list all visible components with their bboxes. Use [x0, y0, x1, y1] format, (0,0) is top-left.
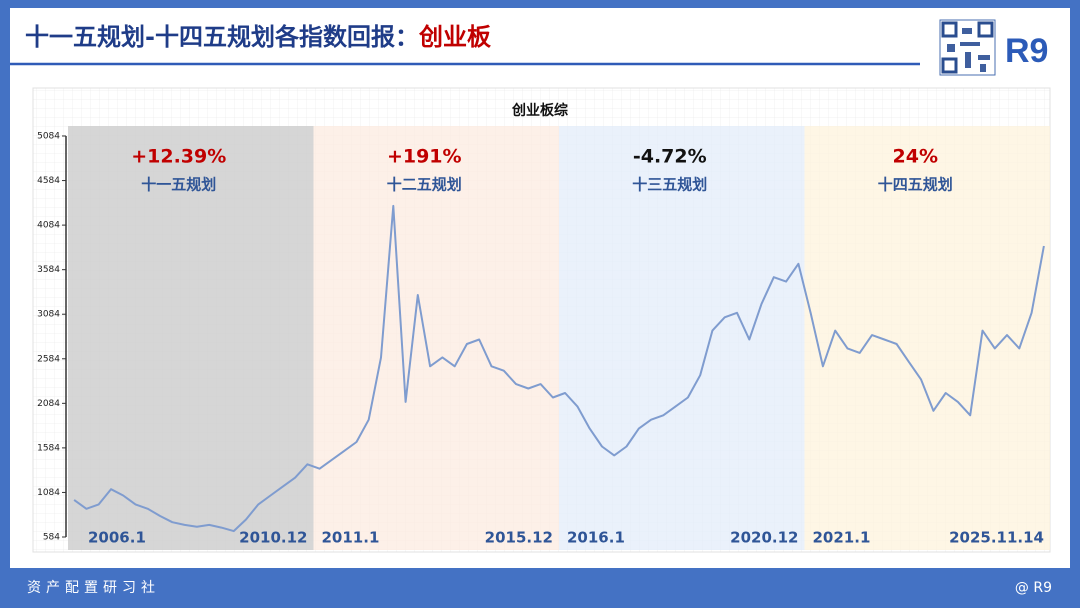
y-tick-label: 2084 [37, 399, 60, 409]
period-start: 2021.1 [813, 529, 871, 547]
y-tick-label: 584 [43, 533, 60, 543]
title-highlight: 创业板 [418, 23, 492, 51]
index-line [73, 204, 1045, 533]
period-start: 2006.1 [88, 529, 146, 547]
period-name: 十一五规划 [141, 176, 216, 194]
period-end: 2015.12 [485, 529, 553, 547]
y-tick-label: 1084 [37, 488, 60, 498]
title-main: 十一五规划-十四五规划各指数回报： [25, 23, 419, 51]
y-tick-label: 3584 [37, 265, 60, 275]
plot-layer: +12.39% 十一五规划 2006.1 2010.12 +191% 十二五规划 2011.… [37, 132, 1045, 547]
period-start: 2016.1 [567, 529, 625, 547]
y-tick-label: 4084 [37, 221, 60, 231]
y-tick-label: 4584 [37, 176, 60, 186]
y-tick-label: 1584 [37, 443, 60, 453]
period-end: 2025.11.14 [949, 529, 1044, 547]
logo: R9 [1005, 32, 1048, 70]
period-return: +191% [387, 146, 462, 168]
qr-code [939, 19, 996, 76]
period-name: 十三五规划 [632, 176, 707, 194]
period-band [68, 126, 314, 550]
period-band [559, 126, 805, 550]
footer-right: @ R9 [1015, 580, 1052, 596]
period-start: 2011.1 [322, 529, 380, 547]
period-end: 2010.12 [239, 529, 307, 547]
y-tick-label: 3084 [37, 310, 60, 320]
period-return: -4.72% [633, 146, 707, 168]
period-return: +12.39% [131, 146, 226, 168]
header-title: 十一五规划-十四五规划各指数回报：创业板 [25, 23, 492, 51]
period-end: 2020.12 [730, 529, 798, 547]
period-layer [68, 126, 1050, 550]
period-name: 十二五规划 [387, 176, 462, 194]
period-name: 十四五规划 [878, 176, 953, 194]
period-return: 24% [893, 146, 938, 168]
y-tick-label: 2584 [37, 354, 60, 364]
period-band [313, 126, 559, 550]
y-tick-label: 5084 [37, 132, 60, 142]
footer-left: 资产配置研习社 [27, 580, 160, 596]
chart-title: 创业板综 [511, 102, 568, 119]
